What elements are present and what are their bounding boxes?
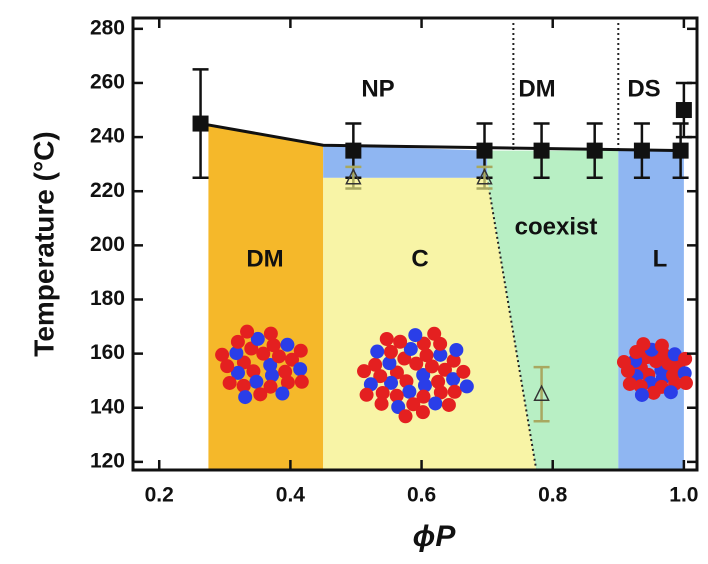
x-tick-label: 0.8: [538, 484, 568, 507]
molecule-bead: [249, 375, 263, 389]
molecule-bead: [679, 376, 693, 390]
molecule-bead: [264, 327, 278, 341]
x-tick-label: 1.0: [669, 484, 698, 507]
molecule-bead: [280, 338, 294, 352]
molecule-bead: [408, 328, 422, 342]
phase-label: DM: [518, 75, 555, 102]
molecule-bead: [623, 377, 637, 391]
y-tick-label: 200: [90, 233, 125, 256]
y-axis-label: Temperature (°C): [28, 131, 59, 356]
y-tick-label: 220: [90, 179, 125, 202]
x-tick-label: 0.2: [145, 484, 174, 507]
y-tick-label: 180: [90, 287, 125, 310]
phase-region: [618, 151, 684, 470]
molecule-bead: [253, 387, 267, 401]
molecule-bead: [636, 337, 650, 351]
molecule-bead: [240, 325, 254, 339]
phase-label: DS: [627, 75, 660, 102]
phase-label: DM: [246, 245, 283, 272]
data-point: [676, 102, 692, 118]
y-tick-label: 120: [90, 449, 125, 472]
x-tick-label: 0.4: [276, 484, 306, 507]
molecule-bead: [460, 379, 474, 393]
y-tick-label: 260: [90, 71, 125, 94]
data-point: [193, 116, 209, 132]
data-point: [534, 143, 550, 159]
molecule-bead: [427, 327, 441, 341]
data-point: [477, 143, 493, 159]
molecule-bead: [448, 385, 462, 399]
x-axis-label: ϕP: [413, 520, 457, 553]
data-point: [634, 143, 650, 159]
molecule-bead: [635, 388, 649, 402]
molecule-bead: [456, 365, 470, 379]
molecule-bead: [357, 364, 371, 378]
molecule-bead: [655, 339, 669, 353]
molecule-bead: [360, 388, 374, 402]
chart: ϕP Temperature (°C) NP DM DS DM Ccoexist L 0.2…: [0, 0, 708, 559]
molecule-bead: [223, 376, 237, 390]
y-tick-label: 140: [90, 395, 125, 418]
molecule-bead: [293, 362, 307, 376]
molecule-bead: [295, 375, 309, 389]
data-point: [587, 143, 603, 159]
phase-label: C: [411, 245, 428, 272]
molecule-bead: [647, 386, 661, 400]
y-tick-label: 160: [90, 341, 125, 364]
molecule-bead: [294, 344, 308, 358]
phase-region: [208, 126, 323, 470]
molecule-bead: [375, 397, 389, 411]
molecule-bead: [402, 385, 416, 399]
y-tick-label: 240: [90, 125, 125, 148]
data-point: [345, 143, 361, 159]
data-point: [673, 143, 689, 159]
molecule-bead: [420, 348, 434, 362]
molecule-bead: [370, 345, 384, 359]
molecule-bead: [380, 332, 394, 346]
phase-label: NP: [361, 75, 394, 102]
molecule-bead: [664, 385, 678, 399]
molecule-bead: [399, 409, 413, 423]
phase-label: coexist: [515, 213, 598, 240]
x-tick-label: 0.6: [407, 484, 436, 507]
molecule-bead: [275, 387, 289, 401]
molecule-bead: [617, 355, 631, 369]
molecule-bead: [449, 343, 463, 357]
molecule-bead: [416, 405, 430, 419]
y-tick-label: 280: [90, 16, 125, 39]
molecule-bead: [238, 390, 252, 404]
molecule-bead: [393, 335, 407, 349]
molecule-bead: [267, 338, 281, 352]
molecule-bead: [442, 398, 456, 412]
molecule-bead: [215, 348, 229, 362]
molecule-bead: [428, 396, 442, 410]
phase-label: L: [653, 245, 668, 272]
